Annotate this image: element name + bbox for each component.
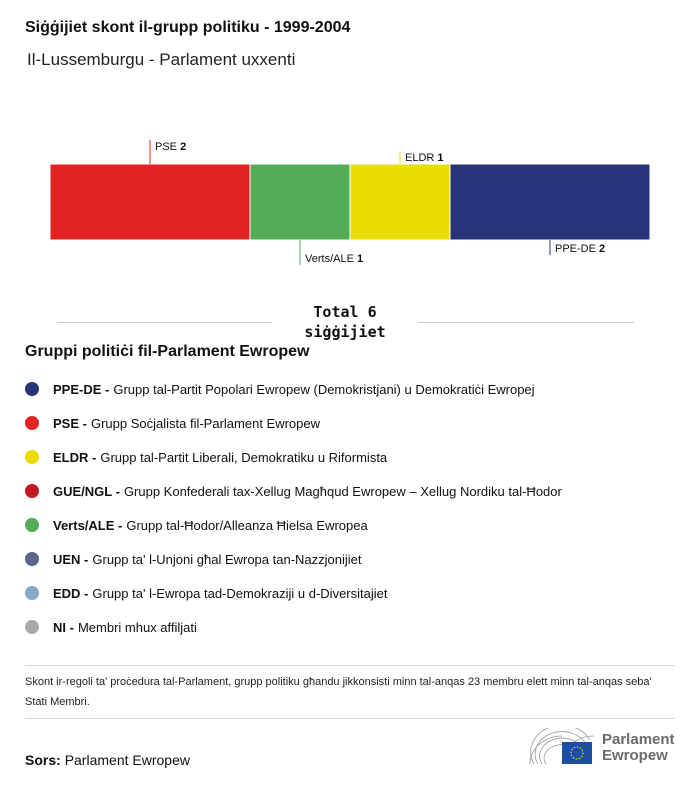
source-label: Sors:: [25, 752, 61, 768]
legend-dot-icon: [25, 620, 39, 634]
legend-abbr: PPE-DE -: [53, 381, 110, 397]
footnote: Skont ir-regoli ta' proċedura tal-Parlam…: [25, 676, 652, 708]
legend-name: Grupp tal-Partit Liberali, Demokratiku u…: [100, 449, 388, 465]
seat-bar-chart: PSE 2 Verts/ALE 1 ELDR 1 PPE-DE 2: [49, 140, 651, 265]
legend-dot-icon: [25, 518, 39, 532]
source-value: Parlament Ewropew: [64, 752, 190, 768]
bar-label: ELDR 1: [405, 152, 444, 164]
bar-segment-pse: [49, 163, 251, 241]
bar-value: 2: [180, 141, 186, 153]
source: Sors: Parlament Ewropew: [25, 752, 190, 768]
bar-segment-eldr: [349, 163, 451, 241]
legend-abbr: EDD -: [53, 585, 89, 601]
legend-item: NI - Membri mhux affiljati: [25, 610, 562, 644]
legend-dot-icon: [25, 382, 39, 396]
legend-abbr: Verts/ALE -: [53, 517, 123, 533]
legend-item: EDD - Grupp ta' l-Ewropa tad-Demokraziji …: [25, 576, 562, 610]
divider-left: [57, 322, 272, 323]
legend-name: Grupp ta' l-Unjoni għal Ewropa tan-Nazzj…: [92, 551, 362, 567]
bar-label: PSE 2: [155, 141, 186, 153]
divider-right: [418, 322, 634, 323]
legend-dot-icon: [25, 552, 39, 566]
legend-name: Grupp ta' l-Ewropa tad-Demokraziji u d-D…: [92, 585, 388, 601]
legend-name: Grupp Konfederali tax-Xellug Magħqud Ewr…: [123, 483, 562, 499]
bar-value: 2: [599, 243, 605, 255]
bar-segment-ppe-de: [449, 163, 651, 241]
legend-abbr: NI -: [53, 619, 74, 635]
divider: [25, 665, 675, 666]
legend-dot-icon: [25, 484, 39, 498]
legend-dot-icon: [25, 416, 39, 430]
parliament-hemicycle-icon: [529, 728, 595, 765]
legend-abbr: GUE/NGL -: [53, 483, 120, 499]
total-label: Total 6: [313, 303, 377, 321]
bar-segment-verts-ale: [249, 163, 351, 241]
legend-abbr: ELDR -: [53, 449, 97, 465]
bar-label: Verts/ALE 1: [305, 253, 363, 265]
divider: [25, 718, 675, 719]
legend-item: Verts/ALE - Grupp tal-Ħodor/Alleanza Ħiel…: [25, 508, 562, 542]
legend-item: GUE/NGL - Grupp Konfederali tax-Xellug Ma…: [25, 474, 562, 508]
legend-item: PPE-DE - Grupp tal-Partit Popolari Ewrope…: [25, 372, 562, 406]
legend-abbr: PSE -: [53, 415, 87, 431]
legend-item: UEN - Grupp ta' l-Unjoni għal Ewropa tan-…: [25, 542, 562, 576]
bar-label: PPE-DE 2: [555, 243, 605, 255]
bar-value: 1: [357, 253, 363, 265]
legend-item: PSE - Grupp Soċjalista fil-Parlament Ewro…: [25, 406, 562, 440]
chart-subtitle: Il-Lussemburgu - Parlament uxxenti: [27, 50, 296, 69]
legend-dot-icon: [25, 586, 39, 600]
chart-title: Siġġijiet skont il-grupp politiku - 1999…: [25, 19, 351, 36]
total-seats: Total 6 siġġijiet: [275, 302, 415, 342]
bar-value: 1: [437, 152, 443, 164]
legend-name: Grupp Soċjalista fil-Parlament Ewropew: [90, 415, 321, 431]
logo-text: Parlament Ewropew: [602, 731, 675, 764]
legend-title: Gruppi politiċi fil-Parlament Ewropew: [25, 343, 310, 360]
legend-abbr: UEN -: [53, 551, 89, 567]
ep-logo: Parlament Ewropew: [528, 728, 682, 768]
legend-dot-icon: [25, 450, 39, 464]
total-unit: siġġijiet: [304, 323, 386, 341]
legend-name: Membri mhux affiljati: [77, 619, 197, 635]
legend-name: Grupp tal-Ħodor/Alleanza Ħielsa Ewropea: [126, 517, 368, 533]
legend: PPE-DE - Grupp tal-Partit Popolari Ewrope…: [25, 372, 562, 644]
legend-name: Grupp tal-Partit Popolari Ewropew (Demok…: [113, 381, 535, 397]
legend-item: ELDR - Grupp tal-Partit Liberali, Demokra…: [25, 440, 562, 474]
